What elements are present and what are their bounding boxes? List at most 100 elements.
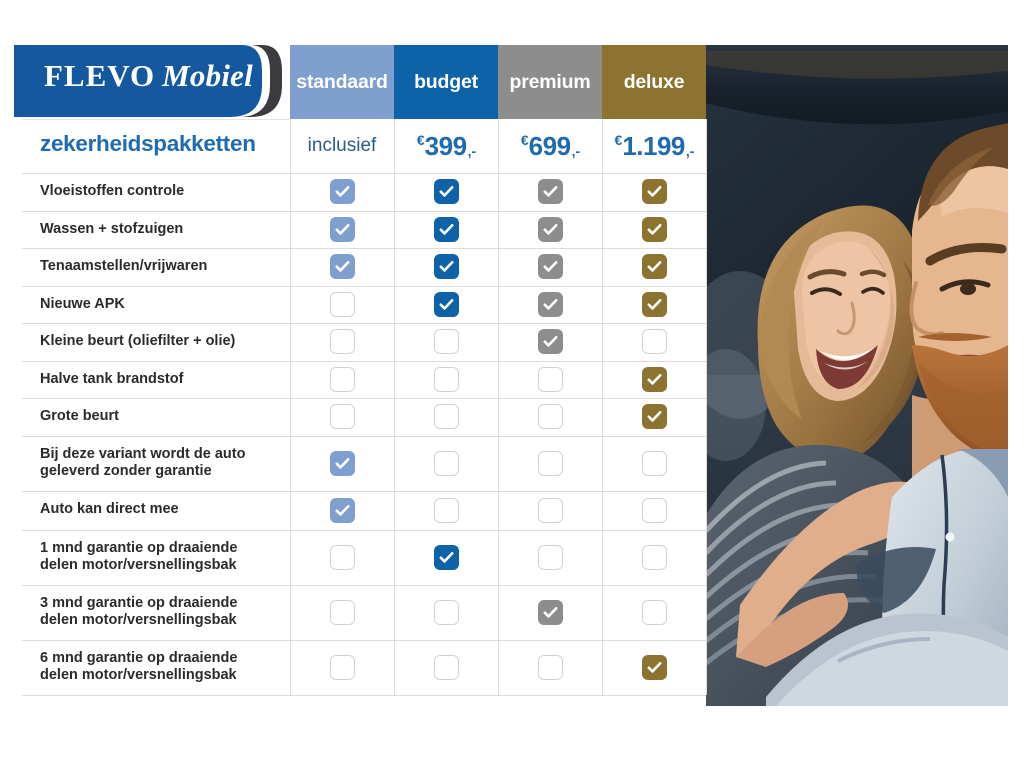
checkbox-budget-row-1[interactable] <box>433 179 459 205</box>
checkbox-standaard-row-11[interactable] <box>329 599 355 625</box>
grid-line-vertical <box>394 119 395 695</box>
grid-line-horizontal <box>22 639 706 641</box>
checkbox-budget-row-12[interactable] <box>433 654 459 680</box>
checkbox-budget-row-4[interactable] <box>433 291 459 317</box>
row-label: Vloeistoffen controle <box>40 173 285 211</box>
check-icon <box>543 336 557 347</box>
check-icon <box>439 223 453 235</box>
checkbox-deluxe-row-12[interactable] <box>641 654 667 680</box>
checkbox-standaard-row-2[interactable] <box>329 216 355 242</box>
row-label-line: delen motor/versnellingsbak <box>40 557 237 573</box>
checkbox-premium-row-4[interactable] <box>537 291 563 317</box>
row-label: 1 mnd garantie op draaiende delen motor/v… <box>40 530 285 585</box>
checkbox-premium-row-7[interactable] <box>537 404 563 430</box>
checkbox-standaard-row-6[interactable] <box>329 366 355 392</box>
checkbox-premium-row-11[interactable] <box>537 599 563 625</box>
row-label-text: Bij deze variant wordt de auto geleverd z… <box>40 446 245 481</box>
row-label-line: 1 mnd garantie op draaiende <box>40 539 238 556</box>
column-header-premium[interactable]: premium <box>498 45 602 119</box>
checkbox-standaard-row-9[interactable] <box>329 497 355 523</box>
checkbox-standaard-row-1[interactable] <box>329 179 355 205</box>
checkbox-standaard-row-7[interactable] <box>329 404 355 430</box>
checkbox-deluxe-row-10[interactable] <box>641 544 667 570</box>
price-cell-premium: €699 ,- <box>498 119 602 173</box>
column-header-standaard[interactable]: standaard <box>290 45 394 119</box>
checkbox-budget-row-7[interactable] <box>433 404 459 430</box>
column-header-budget[interactable]: budget <box>394 45 498 119</box>
grid-line-vertical <box>706 119 707 695</box>
row-label-text: 3 mnd garantie op draaiende delen motor/v… <box>40 595 237 630</box>
grid-line-horizontal <box>22 398 706 399</box>
grid-line-horizontal <box>22 285 706 287</box>
checkbox-budget-row-9[interactable] <box>433 497 459 523</box>
check-icon <box>439 551 453 563</box>
checkbox-budget-row-11[interactable] <box>433 599 459 625</box>
checkbox-budget-row-5[interactable] <box>433 329 459 355</box>
checkbox-standaard-row-10[interactable] <box>329 544 355 570</box>
row-label: 3 mnd garantie op draaiende delen motor/v… <box>40 585 285 640</box>
row-label: Tenaamstellen/vrijwaren <box>40 248 285 286</box>
row-label-line: Vloeistoffen controle <box>40 183 185 199</box>
row-label-text: Vloeistoffen controle <box>40 183 184 201</box>
grid-line-horizontal <box>22 490 706 492</box>
row-label-line: 6 mnd garantie op draaiende <box>40 649 238 666</box>
checkbox-premium-row-9[interactable] <box>537 497 563 523</box>
grid-line-horizontal <box>22 584 706 586</box>
checkbox-budget-row-6[interactable] <box>433 366 459 392</box>
checkbox-deluxe-row-2[interactable] <box>641 216 667 242</box>
checkbox-premium-row-3[interactable] <box>537 254 563 280</box>
checkbox-premium-row-2[interactable] <box>537 216 563 242</box>
row-label: Grote beurt <box>40 398 285 436</box>
checkbox-budget-row-10[interactable] <box>433 544 459 570</box>
checkbox-deluxe-row-7[interactable] <box>641 404 667 430</box>
check-icon <box>647 186 661 197</box>
row-label-line: Grote beurt <box>40 408 119 424</box>
logo-flevo-text: FLEVO <box>44 58 156 93</box>
checkbox-budget-row-3[interactable] <box>433 254 459 280</box>
checkbox-standaard-row-8[interactable] <box>329 450 355 476</box>
checkbox-premium-row-1[interactable] <box>537 179 563 205</box>
checkbox-deluxe-row-8[interactable] <box>641 450 667 476</box>
row-label-line: delen motor/versnellingsbak <box>40 667 237 683</box>
checkbox-premium-row-5[interactable] <box>537 329 563 355</box>
checkbox-premium-row-12[interactable] <box>537 654 563 680</box>
checkbox-standaard-row-3[interactable] <box>329 254 355 280</box>
checkbox-deluxe-row-1[interactable] <box>641 179 667 205</box>
checkbox-budget-row-2[interactable] <box>433 216 459 242</box>
price-cell-deluxe: €1.199 ,- <box>602 119 706 173</box>
column-header-label: budget <box>414 70 478 93</box>
checkbox-deluxe-row-11[interactable] <box>641 599 667 625</box>
column-header-deluxe[interactable]: deluxe <box>602 45 706 119</box>
grid-line-vertical <box>498 119 499 695</box>
row-label-line: Kleine beurt (oliefilter + olie) <box>40 333 236 349</box>
row-label-line: Halve tank brandstof <box>40 370 184 387</box>
row-label: 6 mnd garantie op draaiende delen motor/v… <box>40 640 285 695</box>
checkbox-standaard-row-12[interactable] <box>329 654 355 680</box>
row-label-text: 6 mnd garantie op draaiende delen motor/v… <box>40 650 237 685</box>
check-icon <box>543 186 557 197</box>
price-suffix: ,- <box>467 143 477 159</box>
checkbox-deluxe-row-6[interactable] <box>641 366 667 392</box>
row-label: Wassen + stofzuigen <box>40 211 285 249</box>
checkbox-deluxe-row-4[interactable] <box>641 291 667 317</box>
logo-swoosh-shape <box>14 45 282 117</box>
checkbox-premium-row-10[interactable] <box>537 544 563 570</box>
page-title: zekerheidspakketten <box>40 131 256 156</box>
grid-line-horizontal <box>22 323 706 324</box>
checkbox-standaard-row-4[interactable] <box>329 291 355 317</box>
hero-photo <box>706 45 1008 706</box>
check-icon <box>439 261 453 272</box>
checkbox-premium-row-8[interactable] <box>537 450 563 476</box>
check-icon <box>647 661 661 673</box>
checkbox-deluxe-row-5[interactable] <box>641 329 667 355</box>
checkbox-budget-row-8[interactable] <box>433 450 459 476</box>
column-header-label: premium <box>509 70 591 93</box>
checkbox-premium-row-6[interactable] <box>537 366 563 392</box>
checkbox-deluxe-row-9[interactable] <box>641 497 667 523</box>
check-icon <box>335 504 349 516</box>
row-label-line: Wassen + stofzuigen <box>40 220 184 237</box>
checkbox-deluxe-row-3[interactable] <box>641 254 667 280</box>
row-label-text: Tenaamstellen/vrijwaren <box>40 258 207 276</box>
check-icon <box>647 373 661 385</box>
checkbox-standaard-row-5[interactable] <box>329 329 355 355</box>
